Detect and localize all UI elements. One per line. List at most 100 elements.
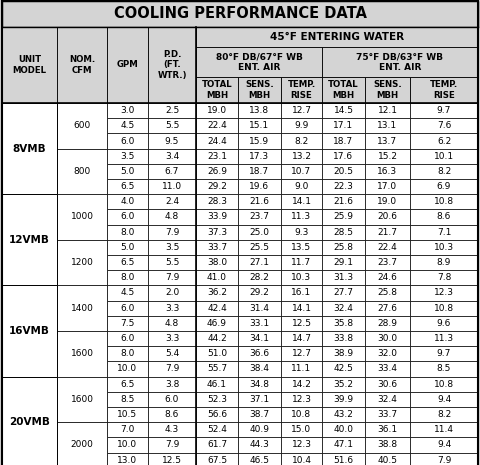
Text: 14.7: 14.7: [291, 334, 312, 343]
Text: 10.8: 10.8: [291, 410, 312, 419]
Bar: [322, 225, 365, 240]
Bar: [365, 77, 410, 103]
Text: 47.1: 47.1: [334, 440, 353, 450]
Text: 14.5: 14.5: [334, 106, 353, 115]
Bar: [365, 103, 410, 118]
Bar: [2, 300, 57, 316]
Bar: [107, 270, 148, 286]
Bar: [2, 149, 57, 164]
Bar: [2, 225, 57, 240]
Bar: [410, 407, 478, 422]
Bar: [365, 452, 410, 465]
Bar: [410, 286, 478, 300]
Bar: [57, 255, 107, 270]
Bar: [238, 118, 281, 133]
Bar: [365, 194, 410, 209]
Bar: [196, 240, 238, 255]
Text: 26.9: 26.9: [207, 167, 227, 176]
Bar: [322, 300, 365, 316]
Bar: [148, 346, 196, 361]
Text: 12.3: 12.3: [291, 395, 312, 404]
Text: UNIT
MODEL: UNIT MODEL: [12, 55, 47, 75]
Text: 46.5: 46.5: [250, 456, 269, 465]
Bar: [107, 103, 148, 118]
Bar: [57, 331, 107, 377]
Text: 17.6: 17.6: [334, 152, 354, 161]
Text: 16.1: 16.1: [291, 288, 312, 298]
Bar: [281, 438, 322, 452]
Bar: [365, 225, 410, 240]
Text: 9.9: 9.9: [294, 121, 309, 130]
Text: 7.9: 7.9: [165, 440, 179, 450]
Bar: [57, 194, 107, 240]
Text: 22.4: 22.4: [378, 243, 397, 252]
Bar: [365, 392, 410, 407]
Bar: [2, 316, 57, 331]
Text: 33.4: 33.4: [377, 365, 397, 373]
Bar: [2, 438, 57, 452]
Bar: [238, 103, 281, 118]
Bar: [57, 361, 107, 377]
Bar: [238, 452, 281, 465]
Bar: [148, 392, 196, 407]
Bar: [365, 377, 410, 392]
Text: 19.0: 19.0: [207, 106, 227, 115]
Bar: [281, 179, 322, 194]
Text: COOLING PERFORMANCE DATA: COOLING PERFORMANCE DATA: [113, 7, 367, 21]
Bar: [365, 300, 410, 316]
Bar: [196, 422, 238, 438]
Text: NOM.
CFM: NOM. CFM: [69, 55, 95, 75]
Bar: [410, 118, 478, 133]
Bar: [107, 407, 148, 422]
Text: 75°F DB/63°F WB
ENT. AIR: 75°F DB/63°F WB ENT. AIR: [357, 52, 444, 72]
Text: 15.1: 15.1: [250, 121, 270, 130]
Bar: [410, 255, 478, 270]
Text: 4.8: 4.8: [165, 319, 179, 328]
Text: 20.6: 20.6: [377, 213, 397, 221]
Bar: [148, 422, 196, 438]
Bar: [281, 225, 322, 240]
Text: 12VMB: 12VMB: [9, 235, 50, 245]
Text: 61.7: 61.7: [207, 440, 227, 450]
Bar: [238, 209, 281, 225]
Bar: [57, 209, 107, 225]
Bar: [238, 179, 281, 194]
Bar: [365, 270, 410, 286]
Text: 51.0: 51.0: [207, 349, 227, 359]
Text: 13.1: 13.1: [377, 121, 397, 130]
Text: 9.7: 9.7: [437, 106, 451, 115]
Bar: [365, 407, 410, 422]
Bar: [196, 27, 478, 47]
Text: 9.3: 9.3: [294, 228, 309, 237]
Text: 14.1: 14.1: [291, 304, 312, 312]
Bar: [148, 452, 196, 465]
Bar: [365, 346, 410, 361]
Text: 44.2: 44.2: [207, 334, 227, 343]
Bar: [322, 270, 365, 286]
Bar: [365, 149, 410, 164]
Text: 27.1: 27.1: [250, 258, 269, 267]
Text: 7.9: 7.9: [165, 273, 179, 282]
Bar: [196, 118, 238, 133]
Text: 8.0: 8.0: [120, 228, 135, 237]
Bar: [238, 149, 281, 164]
Bar: [322, 422, 365, 438]
Bar: [322, 209, 365, 225]
Bar: [57, 270, 107, 286]
Bar: [107, 164, 148, 179]
Text: 80°F DB/67°F WB
ENT. AIR: 80°F DB/67°F WB ENT. AIR: [216, 52, 302, 72]
Bar: [148, 438, 196, 452]
Bar: [238, 255, 281, 270]
Bar: [148, 194, 196, 209]
Bar: [410, 438, 478, 452]
Bar: [410, 103, 478, 118]
Bar: [365, 179, 410, 194]
Text: 2.0: 2.0: [165, 288, 179, 298]
Bar: [107, 225, 148, 240]
Bar: [107, 377, 148, 392]
Text: 3.5: 3.5: [165, 243, 179, 252]
Bar: [2, 422, 57, 438]
Bar: [281, 361, 322, 377]
Bar: [57, 194, 107, 209]
Text: 9.7: 9.7: [437, 349, 451, 359]
